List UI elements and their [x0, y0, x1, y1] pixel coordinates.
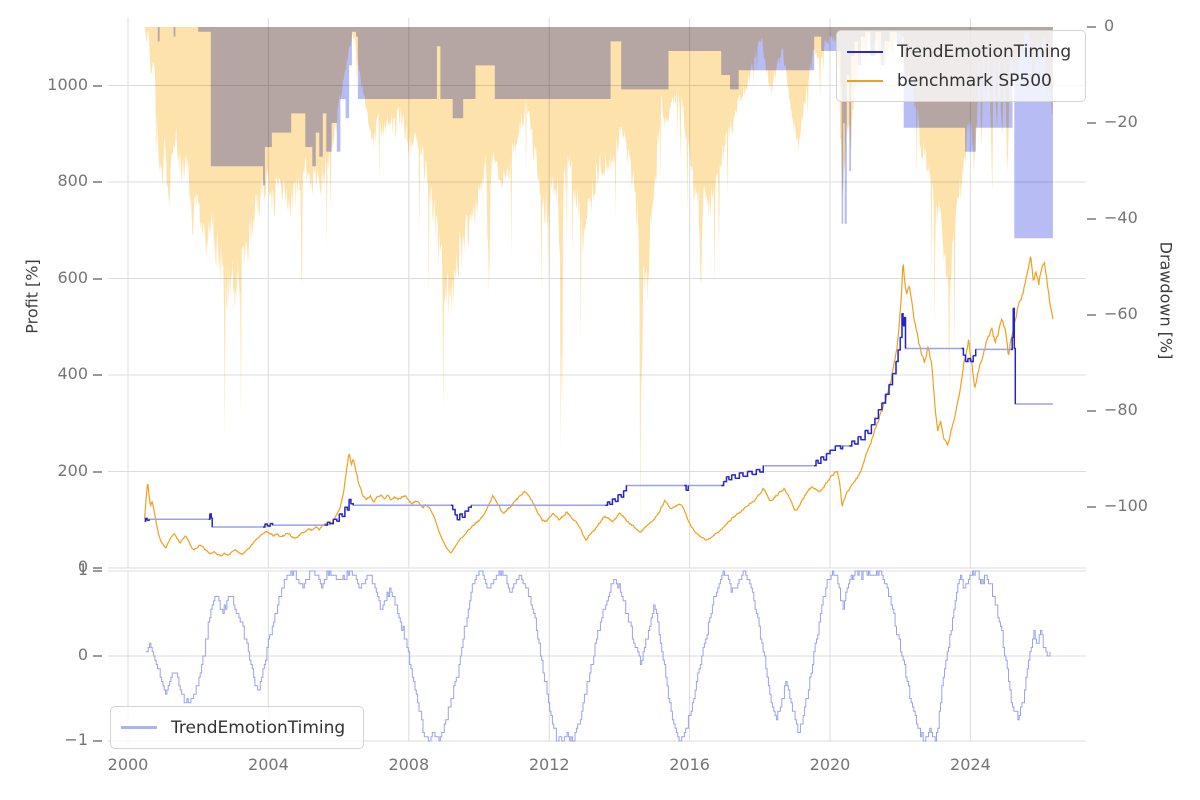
legend-label: TrendEmotionTiming [897, 41, 1072, 62]
signal-tick-label: −1 [64, 730, 88, 749]
year-tick-label: 2012 [528, 755, 570, 774]
profit-tick-label: 0 [77, 557, 88, 576]
bottom-legend-item-signal: TrendEmotionTiming [121, 713, 351, 742]
strategy-profit-line-active [144, 307, 1016, 528]
signal-line-swatch-icon [121, 726, 157, 729]
year-tick-label: 2000 [107, 755, 149, 774]
right-axis-title: Drawdown [%] [1156, 241, 1176, 360]
left-axis-title: Profit [%] [22, 259, 42, 334]
top-legend: TrendEmotionTiming benchmark SP500 [836, 30, 1086, 102]
profit-tick-mark [93, 567, 102, 569]
profit-tick-mark [93, 374, 102, 376]
profit-tick-label: 800 [57, 171, 88, 190]
signal-tick-mark [93, 570, 102, 572]
profit-tick-label: 200 [57, 460, 88, 480]
profit-tick-mark [93, 84, 102, 87]
year-tick-label: 2004 [248, 755, 289, 774]
year-tick-label: 2016 [669, 755, 710, 774]
drawdown-tick-label: −20 [1104, 112, 1138, 131]
profit-tick-label: 600 [57, 267, 88, 287]
bottom-legend: TrendEmotionTiming [110, 706, 364, 749]
drawdown-tick-mark [1087, 314, 1096, 316]
top-legend-item-benchmark: benchmark SP500 [847, 66, 1073, 95]
year-tick-label: 2020 [809, 755, 851, 774]
drawdown-tick-mark [1087, 506, 1096, 508]
strategy-line-swatch-icon [847, 50, 883, 53]
signal-tick-mark [93, 655, 102, 657]
drawdown-tick-label: 0 [1104, 16, 1115, 35]
top-legend-item-strategy: TrendEmotionTiming [847, 37, 1073, 66]
legend-label: TrendEmotionTiming [171, 717, 346, 738]
drawdown-tick-mark [1087, 26, 1096, 28]
signal-tick-mark [93, 740, 102, 742]
signal-line [145, 570, 1051, 742]
signal-tick-label: 1 [77, 560, 88, 579]
profit-tick-mark [93, 470, 102, 473]
legend-label: benchmark SP500 [897, 70, 1052, 91]
drawdown-tick-label: −60 [1104, 304, 1138, 323]
drawdown-tick-label: −100 [1104, 496, 1148, 515]
drawdown-tick-mark [1087, 122, 1096, 124]
drawdown-tick-label: −80 [1104, 400, 1138, 419]
drawdown-tick-mark [1087, 410, 1096, 412]
profit-tick-mark [93, 277, 102, 280]
strategy-drawdown-area [144, 27, 1053, 239]
benchmark-line-swatch-icon [847, 79, 883, 82]
drawdown-tick-label: −40 [1104, 208, 1138, 227]
benchmark-profit-line [143, 256, 1054, 557]
drawdown-tick-mark [1087, 218, 1096, 220]
profit-tick-label: 400 [57, 364, 88, 383]
year-tick-label: 2008 [388, 755, 430, 774]
profit-tick-mark [93, 181, 102, 183]
strategy-profit-line [144, 307, 1053, 528]
profit-tick-label: 1000 [47, 74, 88, 94]
signal-tick-label: 0 [77, 645, 88, 664]
year-tick-label: 2024 [950, 755, 991, 774]
